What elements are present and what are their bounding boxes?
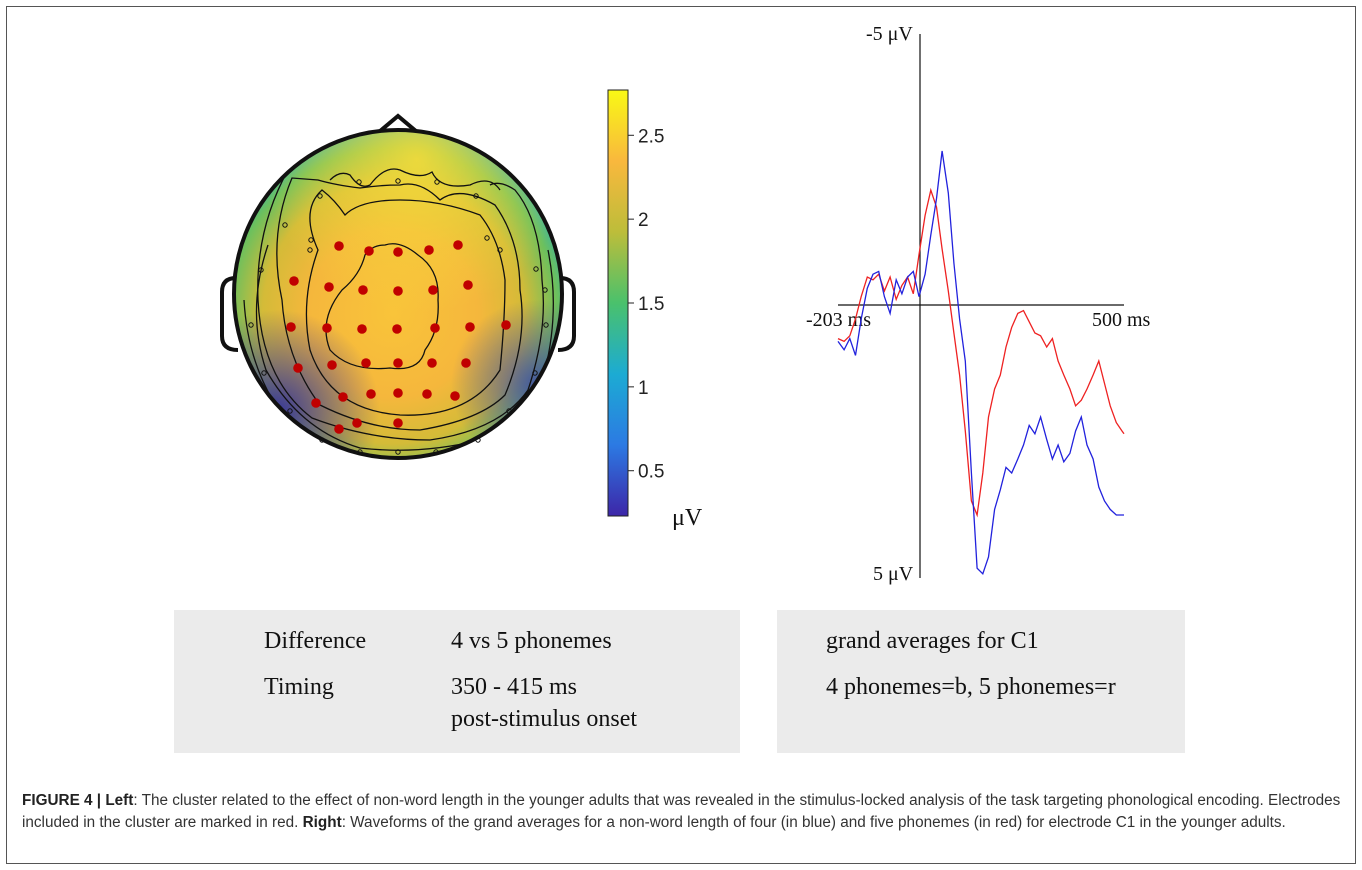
electrode-marker xyxy=(475,437,481,443)
caption-left-head: Left xyxy=(105,792,134,809)
electrode-marker xyxy=(261,370,267,376)
colorbar: 2.5 2 1.5 1 0.5 μV xyxy=(607,89,703,531)
electrode-marker xyxy=(543,322,549,328)
left-ear-icon xyxy=(220,276,239,352)
electrode-marker xyxy=(395,178,401,184)
electrode-marker xyxy=(395,449,401,455)
timing-value-line1: 350 - 415 ms xyxy=(451,674,577,700)
x-tick-label-end: 500 ms xyxy=(1092,309,1151,331)
electrode-marker xyxy=(308,237,314,243)
difference-value: 4 vs 5 phonemes xyxy=(451,628,612,654)
left-info-panel: Difference 4 vs 5 phonemes Timing 350 - … xyxy=(174,610,740,753)
waveform-line-blue xyxy=(837,150,1124,575)
electrode-marker xyxy=(497,247,503,253)
y-bottom-label: 5 μV xyxy=(873,563,914,585)
cluster-electrode-marker xyxy=(334,241,344,251)
cluster-electrode-marker xyxy=(357,324,367,334)
cluster-electrode-marker xyxy=(364,246,374,256)
timing-label: Timing xyxy=(264,674,334,700)
cluster-electrode-marker xyxy=(430,323,440,333)
cluster-electrode-marker xyxy=(393,358,403,368)
right-info-panel: grand averages for C1 4 phonemes=b, 5 ph… xyxy=(777,610,1185,753)
cluster-electrode-marker xyxy=(393,388,403,398)
head-outline xyxy=(232,128,564,460)
topo-scalp-fill xyxy=(234,130,562,458)
cluster-electrode-marker xyxy=(392,324,402,334)
electrode-marker xyxy=(473,193,479,199)
cluster-electrode-marker xyxy=(358,285,368,295)
cluster-electrode-marker xyxy=(450,391,460,401)
electrode-marker xyxy=(542,287,548,293)
waveform-line-red xyxy=(837,187,1125,518)
electrode-marker xyxy=(248,322,254,328)
electrode-marker xyxy=(506,408,512,414)
colorbar-tick-label: 2.5 xyxy=(638,126,664,147)
cluster-electrode-marker xyxy=(393,418,403,428)
electrode-marker xyxy=(484,235,490,241)
electrode-marker xyxy=(287,408,293,414)
cluster-electrode-marker xyxy=(428,285,438,295)
colorbar-unit: μV xyxy=(672,505,703,531)
phonemes-legend-line: 4 phonemes=b, 5 phonemes=r xyxy=(826,674,1116,700)
electrode-marker xyxy=(434,179,440,185)
cluster-electrode-marker xyxy=(427,358,437,368)
right-ear-icon xyxy=(557,276,576,352)
figure-frame xyxy=(6,6,1356,864)
cluster-electrode-marker xyxy=(311,398,321,408)
cluster-electrode-marker xyxy=(424,245,434,255)
cluster-electrode-marker xyxy=(293,363,303,373)
cluster-electrode-marker xyxy=(453,240,463,250)
cluster-electrode-marker xyxy=(463,280,473,290)
electrode-marker xyxy=(307,247,313,253)
cluster-electrode-marker xyxy=(461,358,471,368)
colorbar-scale xyxy=(607,89,629,517)
cluster-electrode-marker xyxy=(338,392,348,402)
cluster-electrode-marker xyxy=(334,424,344,434)
electrodes-not-in-cluster xyxy=(248,178,549,455)
cluster-electrode-marker xyxy=(361,358,371,368)
cluster-electrode-marker xyxy=(393,286,403,296)
difference-label: Difference xyxy=(264,628,367,654)
figure-caption: FIGURE 4 | Left: The cluster related to … xyxy=(22,790,1342,834)
caption-right-head: Right xyxy=(302,814,342,831)
cluster-electrode-marker xyxy=(366,389,376,399)
caption-right-text: : Waveforms of the grand averages for a … xyxy=(341,814,1286,831)
colorbar-tick-label: 1 xyxy=(638,378,649,399)
cluster-electrode-marker xyxy=(286,322,296,332)
cluster-electrode-marker xyxy=(322,323,332,333)
erp-chart: -5 μV 5 μV -203 ms 500 ms xyxy=(806,23,1151,585)
x-tick-label-start: -203 ms xyxy=(806,309,871,331)
cluster-electrode-marker xyxy=(327,360,337,370)
electrode-marker xyxy=(357,449,363,455)
caption-label: FIGURE 4 | xyxy=(22,792,106,809)
electrode-marker xyxy=(317,193,323,199)
electrode-marker xyxy=(533,266,539,272)
colorbar-tick-label: 0.5 xyxy=(638,462,664,483)
cluster-electrode-marker xyxy=(289,276,299,286)
grand-averages-line: grand averages for C1 xyxy=(826,628,1039,654)
timing-value-line2: post-stimulus onset xyxy=(451,706,638,732)
cluster-electrode-marker xyxy=(324,282,334,292)
cluster-electrode-marker xyxy=(352,418,362,428)
topo-map xyxy=(220,113,576,460)
colorbar-tick-label: 2 xyxy=(638,210,649,231)
caption-left-text: : The cluster related to the effect of n… xyxy=(22,792,1341,831)
electrode-marker xyxy=(356,179,362,185)
cluster-electrode-marker xyxy=(465,322,475,332)
electrode-marker xyxy=(532,370,538,376)
electrode-marker xyxy=(258,267,264,273)
colorbar-tick-label: 1.5 xyxy=(638,294,664,315)
cluster-electrode-marker xyxy=(393,247,403,257)
cluster-electrode-marker xyxy=(422,389,432,399)
electrode-marker xyxy=(433,449,439,455)
cluster-electrode-marker xyxy=(501,320,511,330)
cluster-electrodes xyxy=(286,240,511,434)
electrode-marker xyxy=(282,222,288,228)
y-top-label: -5 μV xyxy=(866,23,913,45)
electrode-marker xyxy=(319,437,325,443)
